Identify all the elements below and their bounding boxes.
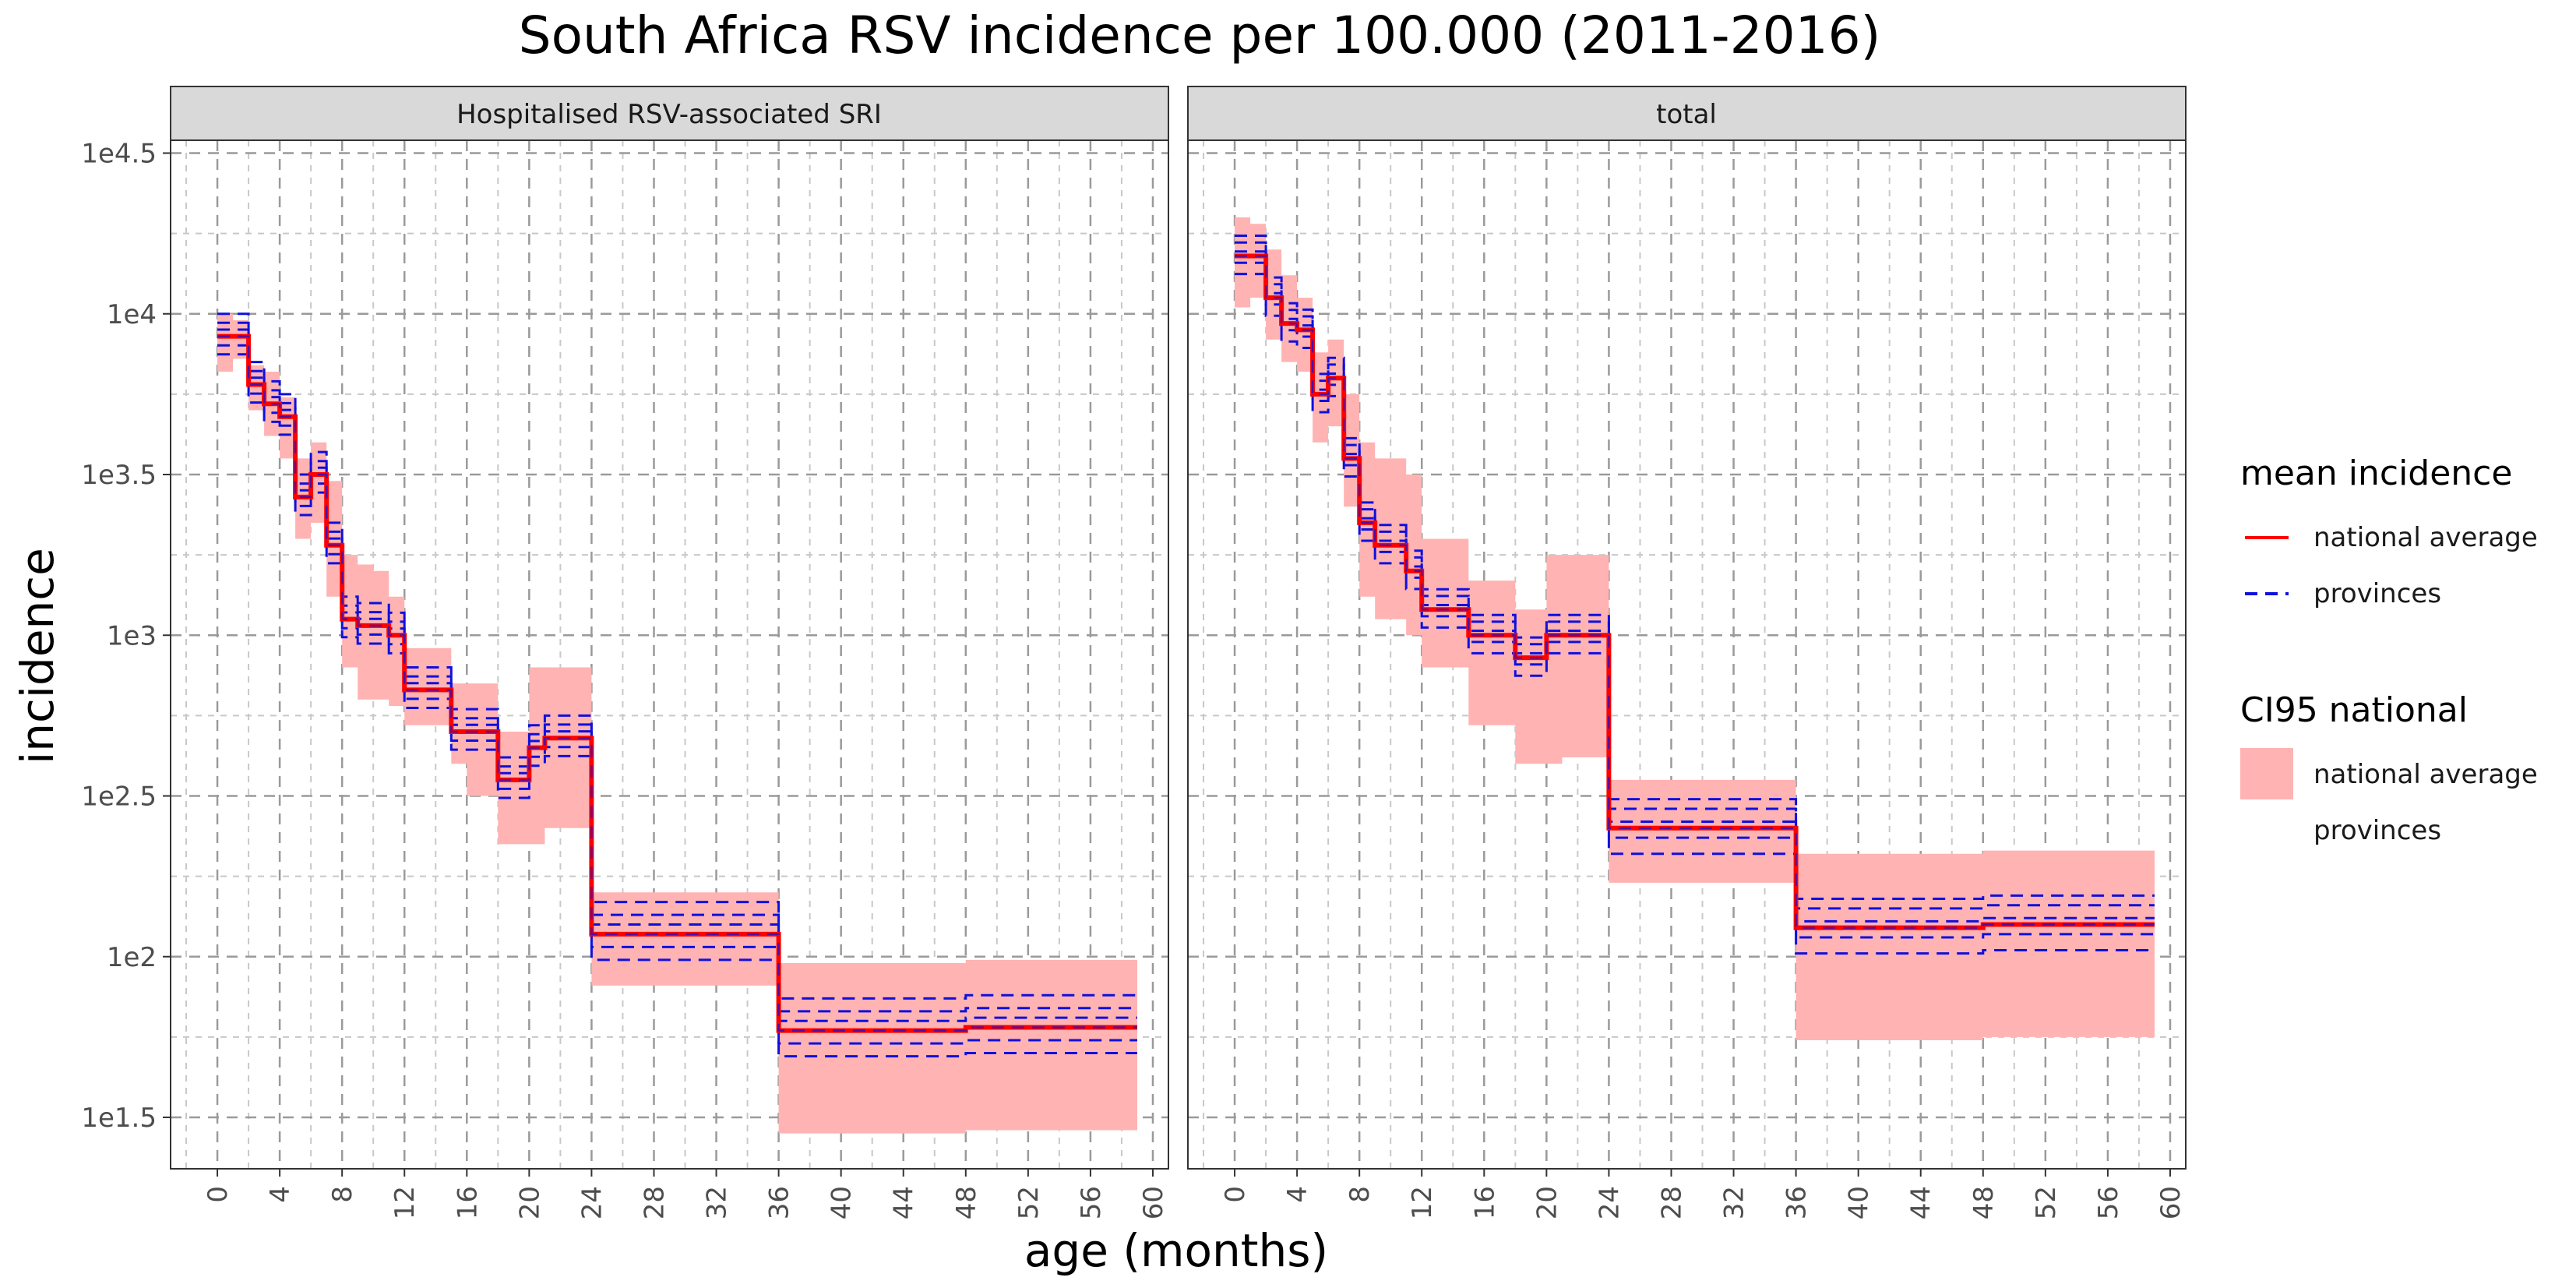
x-tick-label: 20 xyxy=(514,1186,545,1219)
panel-1-data xyxy=(217,312,1137,1134)
x-tick-label: 8 xyxy=(1344,1186,1376,1203)
x-tick-label: 0 xyxy=(1220,1186,1251,1203)
panel-2-border xyxy=(1187,139,2187,1170)
x-tick-label: 56 xyxy=(1076,1186,1107,1219)
x-tick-label: 52 xyxy=(2031,1186,2062,1219)
legend: mean incidence national average province… xyxy=(2240,453,2538,846)
y-tick-label: 1e4 xyxy=(107,299,157,330)
x-tick-label: 48 xyxy=(951,1186,982,1219)
y-axis: 1e1.5 1e2 1e2.5 1e3 1e3.5 1e4 1e4.5 xyxy=(81,139,171,1134)
ci-band xyxy=(217,313,1137,1134)
x-tick-label: 60 xyxy=(2155,1186,2187,1219)
x-tick-label: 36 xyxy=(764,1186,795,1219)
x-tick-label: 28 xyxy=(639,1186,670,1219)
y-tick-label: 1e2.5 xyxy=(81,782,157,813)
panel-2-strip-label: total xyxy=(1656,99,1717,130)
x-tick-label: 16 xyxy=(1469,1186,1500,1219)
legend-label-ci-provinces: provinces xyxy=(2313,815,2441,846)
legend-label-provinces: provinces xyxy=(2313,578,2441,609)
x-tick-label: 8 xyxy=(327,1186,358,1203)
province-line-3 xyxy=(1235,250,2155,923)
x-tick-label: 36 xyxy=(1781,1186,1813,1219)
panel-1-strip-label: Hospitalised RSV-associated SRI xyxy=(456,99,882,130)
province-line-4 xyxy=(1235,241,2155,910)
x-tick-label: 0 xyxy=(203,1186,234,1203)
x-tick-label: 4 xyxy=(265,1186,296,1203)
panel-2-grid xyxy=(1188,140,2186,1169)
panel-1-grid xyxy=(171,140,1168,1169)
province-line-2 xyxy=(217,344,1137,1045)
x-axis-title: age (months) xyxy=(1024,1224,1328,1277)
panel-2-strip xyxy=(1187,86,2187,141)
ci-band xyxy=(1235,217,2155,1040)
y-tick-label: 1e4.5 xyxy=(81,139,157,170)
x-tick-label: 40 xyxy=(826,1186,858,1219)
y-tick-label: 1e1.5 xyxy=(81,1103,157,1134)
x-tick-label: 44 xyxy=(889,1186,920,1219)
y-axis-title: incidence xyxy=(11,548,64,764)
x-tick-label: 52 xyxy=(1013,1186,1045,1219)
chart-title: South Africa RSV incidence per 100.000 (… xyxy=(519,5,1881,65)
y-tick-label: 1e3.5 xyxy=(81,460,157,491)
panel-1-x-axis: 0 4 8 12 16 20 24 28 32 36 40 44 48 52 56 60 xyxy=(203,1169,1169,1219)
x-tick-label: 20 xyxy=(1531,1186,1563,1219)
x-tick-label: 60 xyxy=(1138,1186,1169,1219)
x-tick-label: 12 xyxy=(389,1186,421,1219)
x-tick-label: 48 xyxy=(1968,1186,2000,1219)
x-tick-label: 4 xyxy=(1282,1186,1313,1203)
province-line-overlay xyxy=(217,335,1137,1032)
panel-1-strip xyxy=(170,86,1169,141)
x-tick-label: 44 xyxy=(1906,1186,1937,1219)
panel-2-x-axis: 0 4 8 12 16 20 24 28 32 36 40 44 48 52 56 60 xyxy=(1220,1169,2187,1219)
x-tick-label: 56 xyxy=(2093,1186,2124,1219)
panel-2-data xyxy=(1235,217,2155,1040)
legend-title-mean: mean incidence xyxy=(2240,453,2512,493)
legend-title-ci: CI95 national xyxy=(2240,690,2468,730)
x-tick-label: 16 xyxy=(452,1186,483,1219)
legend-label-ci-national: national average xyxy=(2313,759,2538,790)
province-line-1 xyxy=(217,353,1137,1058)
y-tick-label: 1e3 xyxy=(107,620,157,651)
x-tick-label: 32 xyxy=(702,1186,733,1219)
x-tick-label: 40 xyxy=(1844,1186,1875,1219)
x-tick-label: 32 xyxy=(1719,1186,1750,1219)
x-tick-label: 12 xyxy=(1407,1186,1438,1219)
province-line-overlay xyxy=(1235,255,2155,929)
panel-1-border xyxy=(170,139,1169,1170)
x-tick-label: 24 xyxy=(576,1186,608,1219)
province-line-5 xyxy=(217,312,1137,1000)
panel-2: total 0 4 8 12 16 20 24 28 32 36 40 44 48 52 56 60 xyxy=(1187,86,2187,1219)
panel-1: Hospitalised RSV-associated SRI 0 4 8 12 16 2… xyxy=(170,86,1169,1219)
x-tick-label: 28 xyxy=(1656,1186,1687,1219)
x-tick-label: 24 xyxy=(1594,1186,1625,1219)
legend-label-national: national average xyxy=(2313,522,2538,553)
legend-key-ci-fill xyxy=(2240,748,2293,799)
y-tick-label: 1e2 xyxy=(107,942,157,973)
